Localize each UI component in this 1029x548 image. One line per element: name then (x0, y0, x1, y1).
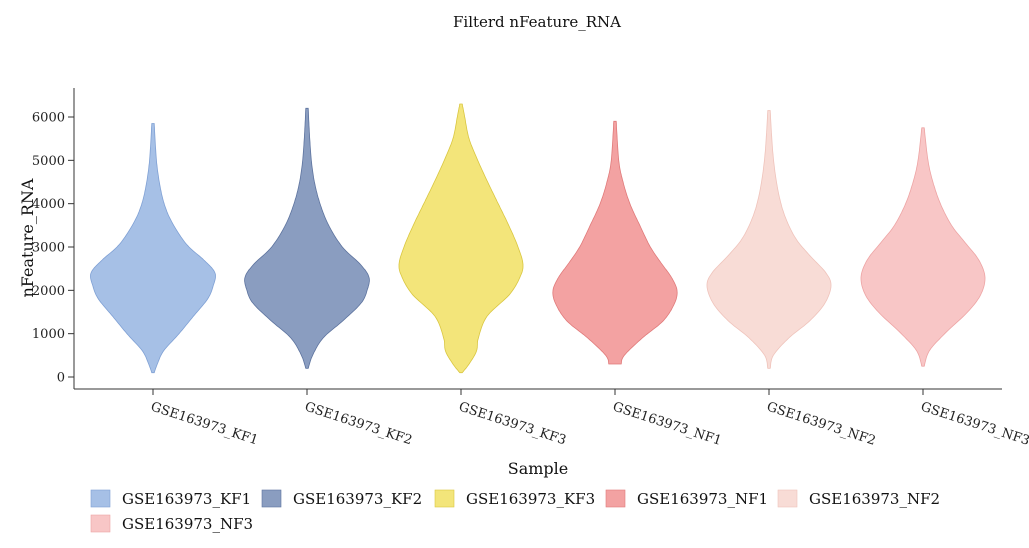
violin-gse163973-nf1 (552, 120, 678, 365)
legend-swatch (434, 489, 455, 508)
x-tick-label: GSE163973_NF3 (919, 400, 1029, 449)
x-tick-label: GSE163973_KF3 (457, 400, 568, 449)
x-axis-title: Sample (508, 459, 569, 478)
legend-label: GSE163973_NF3 (122, 515, 253, 533)
violin-gse163973-kf3 (398, 103, 524, 374)
x-tick-label: GSE163973_NF1 (611, 400, 724, 449)
legend-swatch (777, 489, 798, 508)
axes (73, 88, 1002, 390)
y-axis-title: nFeature_RNA (18, 178, 37, 297)
y-tick-label: 0 (57, 371, 65, 386)
y-tick-label: 2000 (32, 284, 65, 299)
violin-gse163973-nf2 (706, 110, 832, 369)
violin-gse163973-kf2 (244, 107, 370, 369)
y-tick-label: 4000 (32, 197, 65, 212)
x-tick-label: GSE163973_NF2 (765, 400, 878, 449)
violin-gse163973-kf1 (90, 123, 216, 374)
x-tick-label: GSE163973_KF2 (303, 400, 414, 449)
y-tick-label: 6000 (32, 111, 65, 126)
legend-label: GSE163973_NF2 (809, 490, 940, 508)
y-tick-label: 1000 (32, 327, 65, 342)
legend-swatch (605, 489, 626, 508)
y-ticks: 0 1000 2000 3000 4000 5000 6000 (32, 111, 74, 386)
legend-label: GSE163973_KF1 (122, 490, 251, 508)
y-tick-label: 5000 (32, 154, 65, 169)
x-tick-label: GSE163973_KF1 (149, 400, 260, 449)
chart-title: Filterd nFeature_RNA (453, 13, 621, 31)
legend: GSE163973_KF1 GSE163973_KF2 GSE163973_KF3 G… (90, 489, 940, 533)
legend-swatch (90, 489, 111, 508)
legend-swatch (90, 514, 111, 533)
x-ticks: GSE163973_KF1 GSE163973_KF2 GSE163973_KF3 G… (149, 389, 1029, 449)
legend-label: GSE163973_KF2 (293, 490, 422, 508)
violin-group (90, 103, 986, 374)
legend-label: GSE163973_KF3 (466, 490, 595, 508)
legend-label: GSE163973_NF1 (637, 490, 768, 508)
violin-gse163973-nf3 (860, 127, 986, 367)
y-tick-label: 3000 (32, 241, 65, 256)
legend-swatch (261, 489, 282, 508)
